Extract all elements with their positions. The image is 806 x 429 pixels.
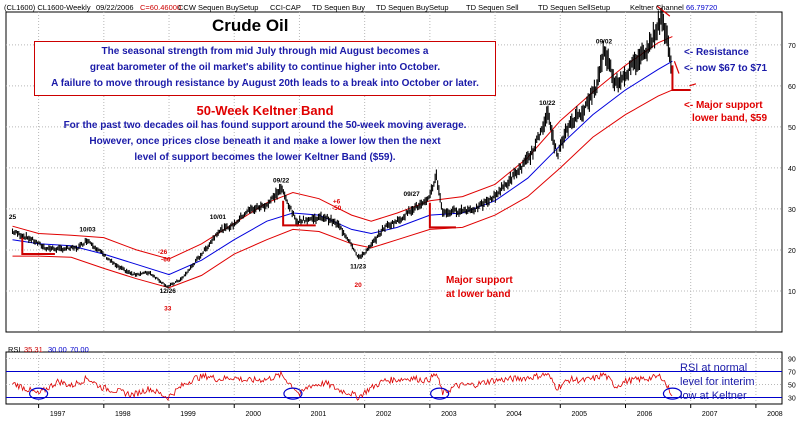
price-tick-label: 20 — [788, 248, 796, 255]
chart-title: Crude Oil — [212, 16, 289, 35]
price-bars — [11, 7, 673, 289]
keltner-upper-band — [12, 36, 673, 260]
price-tick-label: 60 — [788, 84, 796, 91]
note-line-3: A failure to move through resistance by … — [51, 78, 479, 89]
header-study-1: CCW Sequen BuySetup — [178, 3, 259, 12]
rsi-low-circle — [283, 387, 303, 400]
year-tick-label: 2003 — [441, 411, 457, 418]
rsi-tick-label: 50 — [788, 383, 796, 390]
price-axis: 10 20 30 40 50 60 70 — [788, 43, 796, 296]
header-date: 09/22/2006 — [96, 3, 134, 12]
year-tick-label: 2002 — [376, 411, 392, 418]
year-tick-label: 2004 — [506, 411, 522, 418]
rsi-low-circle — [430, 387, 450, 400]
price-tick-label: 30 — [788, 207, 796, 214]
point-label: 20 — [355, 282, 363, 289]
annotation-arrows — [656, 5, 697, 87]
major-support-value: lower band, $59 — [692, 113, 768, 124]
header-study-5: TD Sequen Sell — [466, 3, 519, 12]
rsi-low-circle — [662, 387, 683, 400]
point-label: 09/27 — [403, 191, 420, 198]
resistance-label: <- Resistance — [684, 47, 749, 58]
keltner-heading: 50-Week Keltner Band — [196, 103, 334, 118]
keltner-line-1: For the past two decades oil has found s… — [63, 120, 467, 131]
major-support-lower-band-line-2: at lower band — [446, 289, 511, 300]
rsi-title: RSI — [8, 345, 21, 354]
point-label: 25 — [9, 214, 17, 221]
support-box — [428, 202, 456, 229]
point-label: 33 — [164, 306, 172, 313]
year-tick-label: 2005 — [571, 411, 587, 418]
price-tick-label: 70 — [788, 43, 796, 50]
year-tick-label: 1999 — [180, 411, 196, 418]
price-panel-frame — [5, 11, 783, 333]
point-label: -50 — [332, 205, 342, 212]
support-arrow — [689, 83, 697, 87]
header-study-2: CCI-CAP — [270, 3, 301, 12]
rsi-note-line-2: level for interim — [680, 376, 755, 388]
support-box — [671, 65, 691, 91]
rsi-lower: 70.00 — [70, 345, 89, 354]
year-tick-label: 2001 — [311, 411, 327, 418]
point-label: 10/03 — [79, 226, 96, 233]
point-label: 09/02 — [596, 39, 613, 46]
header-study-6: TD Sequen SellSetup — [538, 3, 611, 12]
point-label: 10/01 — [210, 214, 227, 221]
price-tick-label: 40 — [788, 166, 796, 173]
point-label: -26 — [158, 249, 168, 256]
resistance-arrow — [673, 61, 680, 74]
note-line-1: The seasonal strength from mid July thro… — [101, 46, 429, 57]
point-label: 11/23 — [350, 263, 366, 270]
rsi-upper: 30.00 — [48, 345, 67, 354]
point-labels: 25 10/03 -26-66 12/26 33 10/01 09/22 +6-50 11/23… — [9, 39, 613, 313]
rsi-note-line-3: low at Keltner — [680, 390, 747, 402]
major-support-lower-band-line-1: Major support — [446, 275, 513, 286]
point-label: 10/22 — [539, 100, 556, 107]
major-support-label: <- Major support — [684, 100, 763, 111]
resistance-arrow — [656, 5, 671, 17]
year-tick-label: 2007 — [702, 411, 718, 418]
point-label: 12/26 — [160, 288, 177, 295]
support-boxes — [21, 65, 691, 256]
header-study-3: TD Sequen Buy — [312, 3, 365, 12]
header-keltner-value: 66.79720 — [686, 3, 718, 12]
rsi-panel: 30 50 70 90 — [6, 357, 796, 403]
point-label: 09/22 — [273, 177, 290, 184]
year-axis: 1997 1998 1999 2000 2001 2002 2003 2004 2005 2006… — [38, 404, 783, 418]
price-tick-label: 50 — [788, 125, 796, 132]
rsi-tick-label: 90 — [788, 357, 796, 364]
support-box — [21, 237, 55, 256]
year-tick-label: 1997 — [50, 411, 66, 418]
year-tick-label: 2000 — [245, 411, 261, 418]
moving-average-line — [12, 60, 673, 276]
price-tick-label: 10 — [788, 289, 796, 296]
rsi-note-line-1: RSI at normal — [680, 362, 748, 374]
header-study-7: Keltner Channel — [630, 3, 684, 12]
rsi-tick-label: 30 — [788, 396, 796, 403]
rsi-low-circle — [29, 387, 49, 400]
keltner-line-2: However, once prices close beneath it an… — [89, 136, 441, 147]
year-tick-label: 2008 — [767, 411, 783, 418]
point-label: +6 — [333, 199, 341, 206]
support-box — [282, 200, 316, 227]
resistance-value: <- now $67 to $71 — [684, 63, 768, 74]
year-tick-label: 1998 — [115, 411, 131, 418]
rsi-panel-frame — [5, 351, 783, 405]
header-symbol: (CL1600) CL1600-Weekly — [4, 3, 91, 12]
year-tick-label: 2006 — [637, 411, 653, 418]
keltner-line-3: level of support becomes the lower Keltn… — [134, 152, 396, 163]
seasonal-note-box: The seasonal strength from mid July thro… — [34, 41, 496, 96]
header-study-4: TD Sequen BuySetup — [376, 3, 449, 12]
rsi-tick-label: 70 — [788, 370, 796, 377]
header-change: C=60.46000 — [140, 3, 182, 12]
point-label: -66 — [161, 256, 171, 263]
rsi-value: 35.31 — [24, 345, 43, 354]
note-line-2: great barometer of the oil market's abil… — [89, 62, 441, 73]
rsi-line — [12, 370, 673, 402]
